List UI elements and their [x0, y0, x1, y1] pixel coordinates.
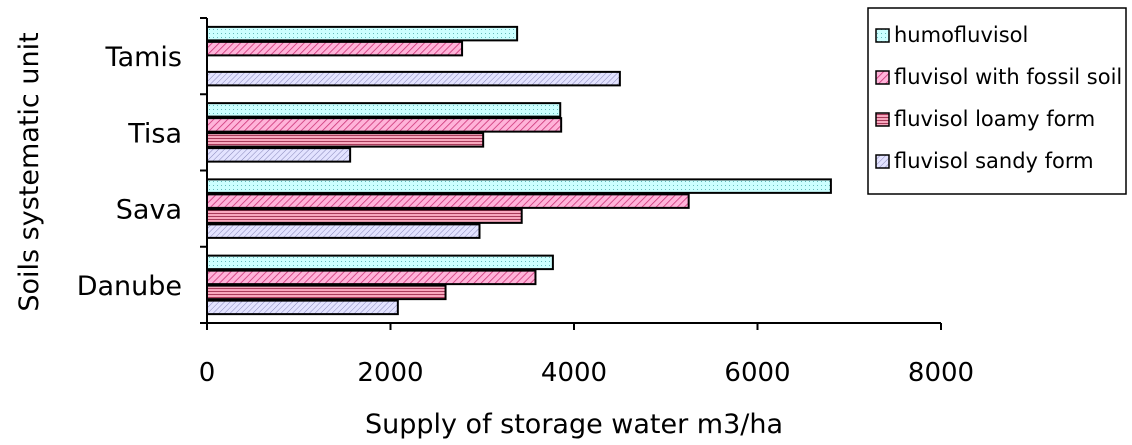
legend-swatch: [875, 154, 890, 169]
legend-swatch: [875, 70, 890, 85]
legend-swatch: [875, 112, 890, 127]
bar: [206, 208, 523, 224]
y-tick-label: Sava: [116, 195, 182, 226]
plot-area: 0 2000 4000 6000 8000 Tamis Tisa Sava Danube: [77, 17, 974, 388]
legend-label: fluvisol with fossil soil: [894, 65, 1122, 89]
bar: [206, 117, 563, 133]
bar: [206, 254, 554, 271]
legend-label: humofluvisol: [894, 23, 1028, 47]
bar: [206, 178, 832, 194]
bar: [206, 70, 621, 87]
x-tick-label: 2000: [357, 358, 423, 388]
legend: humofluvisol fluvisol with fossil soil flu…: [867, 7, 1127, 195]
bar: [206, 25, 519, 42]
y-tick-label: Tamis: [105, 42, 182, 73]
y-tick-label: Tisa: [127, 118, 182, 149]
y-tick-label: Danube: [77, 271, 182, 302]
x-tick-label: 6000: [724, 358, 790, 388]
bar: [206, 132, 485, 148]
bar: [206, 223, 481, 239]
bar: [206, 147, 352, 163]
y-axis-label: Soils systematic unit: [14, 32, 45, 311]
x-tick-label: 8000: [908, 358, 974, 388]
bar: [206, 193, 690, 209]
x-tick-label: 0: [199, 358, 216, 388]
bar: [206, 40, 464, 57]
legend-swatch: [875, 28, 890, 43]
bar: [206, 299, 399, 316]
legend-box: [867, 7, 1127, 195]
legend-label: fluvisol sandy form: [894, 149, 1094, 173]
x-tick-label: 4000: [541, 358, 607, 388]
bar: [206, 269, 537, 286]
legend-label: fluvisol loamy form: [894, 107, 1095, 131]
bar: [206, 102, 562, 118]
x-axis-label: Supply of storage water m3/ha: [365, 409, 783, 440]
bar: [206, 284, 447, 301]
